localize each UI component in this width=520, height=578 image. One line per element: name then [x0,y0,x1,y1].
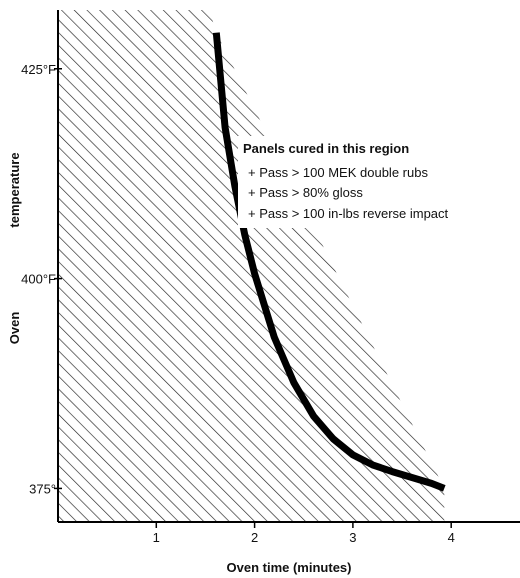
y-axis-title-line-2: temperature [7,152,22,227]
annotation-title: Panels cured in this region [243,141,409,156]
axes [57,10,520,523]
annotation: Panels cured in this region + Pass > 100… [238,136,514,228]
x-tick-label: 4 [448,530,455,545]
y-axis-title-line-1: Oven [7,312,22,345]
annotation-item: + Pass > 100 in-lbs reverse impact [248,206,449,221]
x-axis-title: Oven time (minutes) [227,560,352,575]
y-tick-label: 425°F [21,62,56,77]
annotation-item: + Pass > 100 MEK double rubs [248,165,428,180]
x-tick-label: 1 [153,530,160,545]
y-tick-label: 400°F [21,272,56,287]
y-tick-label: 375° [29,481,56,496]
annotation-item: + Pass > 80% gloss [248,185,363,200]
x-tick-label: 3 [349,530,356,545]
x-ticks: 1 2 3 4 [153,522,455,545]
annotation-background [238,136,514,228]
x-tick-label: 2 [251,530,258,545]
y-ticks: 375° 400°F 425°F [21,62,62,496]
